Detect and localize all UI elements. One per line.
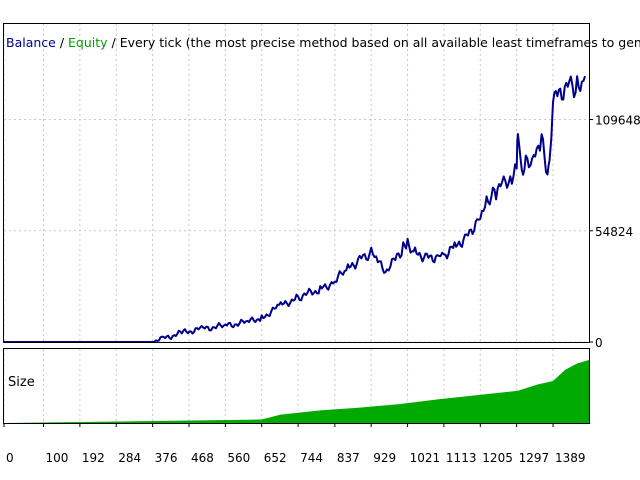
balance-line	[4, 75, 586, 343]
title-part: /	[56, 35, 68, 50]
main-grid	[3, 24, 589, 343]
title-part: Balance	[6, 35, 56, 50]
x-tick-label: 1113	[446, 451, 477, 465]
balance-series-line	[4, 75, 586, 343]
x-tick-label: 929	[373, 451, 396, 465]
title-part: Equity	[68, 35, 108, 50]
x-tick-label: 1297	[519, 451, 550, 465]
x-tick-label: 1389	[555, 451, 586, 465]
main-panel-frame	[3, 23, 590, 343]
y-tick-label: 54824	[595, 225, 633, 239]
title-part: / Every tick (the most precise method ba…	[108, 35, 640, 50]
x-tick-label: 1205	[482, 451, 513, 465]
size-area	[4, 360, 589, 423]
size-area-path	[4, 360, 589, 423]
size-panel-frame	[3, 348, 590, 424]
x-tick-label: 376	[155, 451, 178, 465]
x-tick-label: 652	[264, 451, 287, 465]
y-tick-label: 109648	[595, 114, 640, 128]
x-axis-ticks: 0 100 192 284 376 468 560 652 744 837 929 1021 1113 1…	[3, 423, 586, 465]
x-tick-label: 560	[227, 451, 250, 465]
x-tick-label: 837	[337, 451, 360, 465]
x-tick-label: 284	[118, 451, 141, 465]
x-tick-label: 1021	[410, 451, 441, 465]
x-tick-label: 0	[6, 451, 14, 465]
size-panel-label: Size	[8, 375, 35, 390]
y-tick-label: 0	[595, 336, 603, 350]
x-tick-label: 100	[46, 451, 69, 465]
panel-frames	[3, 23, 590, 424]
x-tick-label: 468	[191, 451, 214, 465]
chart-title: Balance / Equity / Every tick (the most …	[6, 35, 640, 50]
y-axis-ticks: 109648 54824 0	[589, 114, 640, 350]
x-tick-label: 744	[300, 451, 323, 465]
x-tick-label: 192	[82, 451, 105, 465]
